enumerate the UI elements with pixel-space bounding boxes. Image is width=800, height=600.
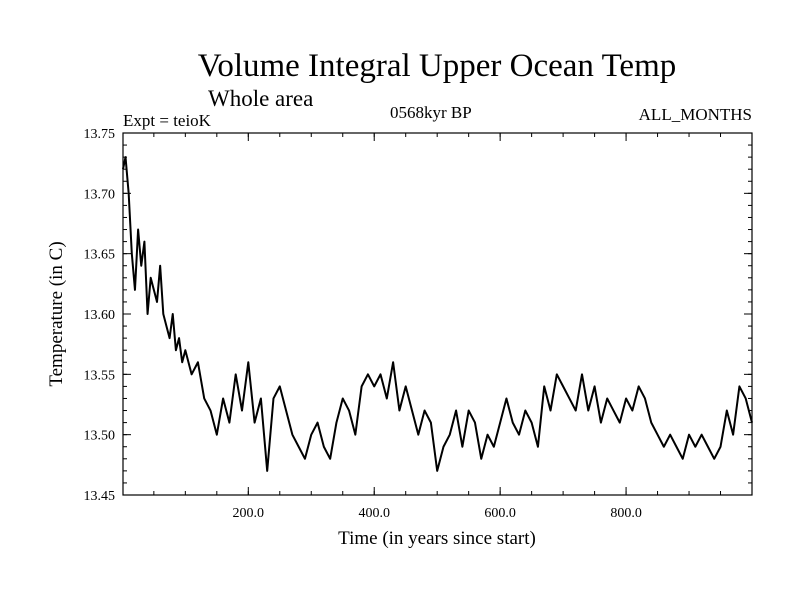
x-tick-label: 600.0 [484,506,516,521]
y-tick-label: 13.60 [84,308,116,323]
x-tick-label: 200.0 [233,506,265,521]
chart-title: Volume Integral Upper Ocean Temp [198,48,676,84]
x-tick-label: 400.0 [358,506,390,521]
chart-subtitle: Whole area [208,86,313,111]
y-tick-label: 13.70 [84,187,116,202]
months-label: ALL_MONTHS [639,105,752,124]
series-line-0 [122,156,753,472]
y-tick-label: 13.75 [84,127,116,142]
y-tick-label: 13.55 [84,368,116,383]
y-axis-ticks: 13.45 13.50 13.55 13.60 13.65 13.70 13.75 [84,127,752,504]
period-label: 0568kyr BP [390,103,472,122]
series-layer [122,156,753,472]
x-axis-title: Time (in years since start) [338,528,536,549]
x-tick-label: 800.0 [610,506,642,521]
experiment-label: Expt = teioK [123,111,212,130]
y-tick-label: 13.45 [84,489,116,504]
y-tick-label: 13.65 [84,248,116,263]
x-axis-ticks: 200.0 400.0 600.0 800.0 [153,133,722,521]
y-axis-title: Temperature (in C) [46,241,67,386]
y-tick-label: 13.50 [84,429,116,444]
